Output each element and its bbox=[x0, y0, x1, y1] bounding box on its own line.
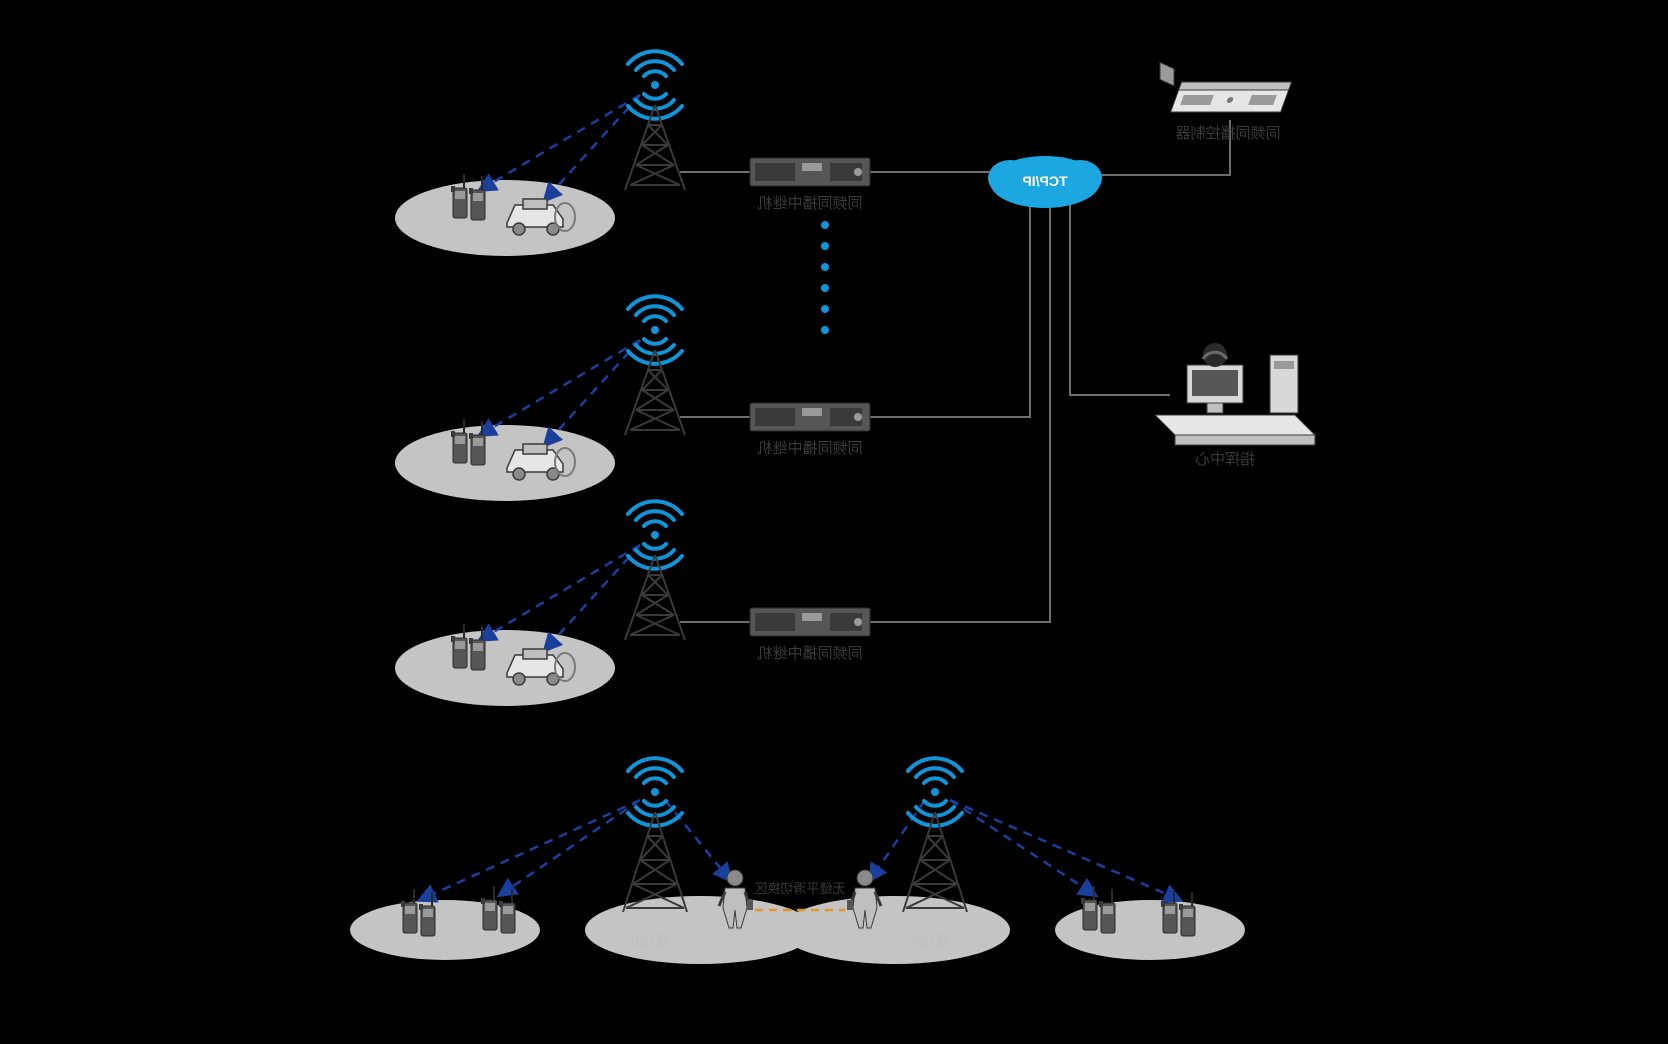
dispatch-label: 指挥中心 bbox=[1195, 448, 1255, 469]
server-label: 同频同播控制器 bbox=[1175, 122, 1280, 143]
smooth-zone-label: 无缝平滑切换区 bbox=[754, 878, 845, 897]
tower-a bbox=[903, 758, 967, 912]
radios-right-lower bbox=[1081, 886, 1195, 936]
tower-b bbox=[623, 758, 687, 912]
tcpip-label: TCP/IP bbox=[1022, 173, 1067, 189]
repeater-1-label: 同频同播中继机 bbox=[757, 192, 862, 213]
base-a-label: 基站A bbox=[910, 930, 950, 951]
dispatch-icon bbox=[1155, 343, 1315, 445]
repeater-3-label: 同频同播中继机 bbox=[757, 642, 862, 663]
repeater-2-label: 同频同播中继机 bbox=[757, 437, 862, 458]
base-b-label: 基站B bbox=[630, 930, 670, 951]
network-diagram: 同频同播中继机 同频同播中继机 同频同播中继机 TCP/IP 同频同播控制器 指… bbox=[0, 0, 1668, 1044]
person-left-icon bbox=[719, 870, 753, 928]
server-icon bbox=[1160, 62, 1292, 112]
radios-left-lower bbox=[401, 886, 515, 936]
